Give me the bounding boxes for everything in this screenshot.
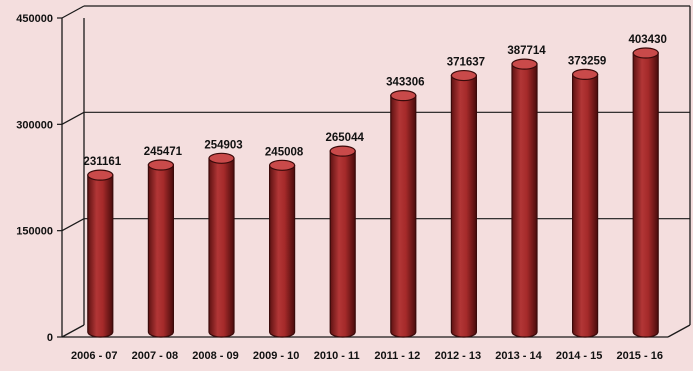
x-tick-label: 2007 - 08 bbox=[132, 350, 178, 362]
y-tick-label: 0 bbox=[47, 332, 53, 344]
bar bbox=[632, 47, 659, 338]
bar-top bbox=[87, 169, 114, 181]
bar-top bbox=[511, 58, 538, 70]
bar bbox=[208, 152, 235, 338]
bar-top bbox=[571, 68, 599, 81]
data-label: 231161 bbox=[83, 156, 121, 168]
bar-top bbox=[269, 159, 296, 171]
y-tick-label: 300000 bbox=[16, 119, 53, 131]
bar-body bbox=[329, 150, 356, 338]
bar-body bbox=[87, 174, 114, 338]
data-label: 403430 bbox=[629, 34, 667, 46]
data-label: 387714 bbox=[507, 45, 546, 57]
bar bbox=[329, 145, 356, 338]
x-axis: 2006 - 07 2007 - 08 2008 - 09 2009 - 10 2010… bbox=[71, 350, 663, 362]
bar-top bbox=[208, 152, 235, 164]
x-tick-label: 2010 - 11 bbox=[314, 350, 360, 362]
bar-top bbox=[632, 47, 659, 59]
bar bbox=[87, 169, 114, 338]
bar-body bbox=[450, 74, 477, 338]
bar-body bbox=[147, 164, 174, 338]
bar-top bbox=[147, 159, 174, 171]
x-tick-label: 2013 - 14 bbox=[495, 350, 542, 362]
y-tick-label: 150000 bbox=[16, 226, 53, 238]
bar bbox=[147, 159, 174, 338]
gridline-diagonal bbox=[61, 218, 85, 232]
bar-top bbox=[450, 69, 477, 82]
bar bbox=[269, 159, 296, 338]
bar-body bbox=[632, 52, 659, 338]
y-axis: 0 150000 300000 450000 bbox=[16, 13, 62, 344]
bar bbox=[511, 58, 538, 338]
bar-top bbox=[390, 90, 417, 102]
bar-body bbox=[269, 164, 296, 338]
data-label: 265044 bbox=[326, 132, 365, 144]
y-tick-label: 450000 bbox=[16, 13, 53, 25]
data-label: 245471 bbox=[144, 146, 183, 158]
data-label: 343306 bbox=[386, 77, 424, 89]
floor-left-edge bbox=[61, 324, 85, 338]
floor-right-edge bbox=[667, 324, 691, 338]
bar-body bbox=[572, 73, 599, 338]
x-tick-label: 2008 - 09 bbox=[192, 350, 238, 362]
data-label: 371637 bbox=[447, 57, 485, 69]
bar-series bbox=[87, 47, 659, 338]
gridline-diagonal bbox=[61, 111, 85, 125]
bar-top bbox=[329, 145, 356, 157]
bar bbox=[571, 68, 599, 338]
data-label: 254903 bbox=[204, 139, 242, 151]
x-tick-label: 2015 - 16 bbox=[616, 350, 662, 362]
data-label: 245008 bbox=[265, 146, 304, 158]
data-label: 373259 bbox=[568, 55, 606, 67]
x-tick-label: 2012 - 13 bbox=[435, 350, 481, 362]
x-tick-label: 2014 - 15 bbox=[556, 350, 602, 362]
x-tick-label: 2009 - 10 bbox=[253, 350, 299, 362]
x-tick-label: 2006 - 07 bbox=[71, 350, 117, 362]
bar-body bbox=[208, 157, 235, 338]
data-labels: 231161 245471 254903 245008 265044 343306 3716… bbox=[83, 34, 666, 168]
bar-body bbox=[390, 95, 417, 338]
bar bbox=[390, 90, 417, 338]
gridline-diagonal bbox=[61, 5, 85, 19]
bar bbox=[450, 69, 477, 338]
x-tick-label: 2011 - 12 bbox=[374, 350, 420, 362]
bar-body bbox=[511, 63, 538, 338]
